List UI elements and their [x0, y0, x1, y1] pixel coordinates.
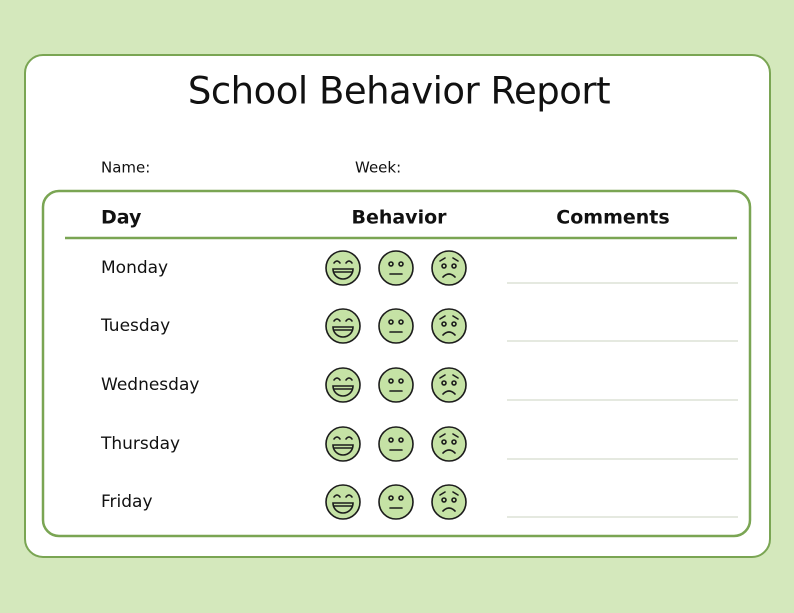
brow [439, 257, 459, 262]
face-sad [431, 250, 467, 286]
eye [451, 321, 457, 327]
rows: Monday Tuesday Wednesday Thursday Friday [100, 250, 738, 520]
mouth [442, 449, 456, 454]
mouth [442, 507, 456, 512]
face-neutral [378, 426, 414, 462]
header-cell: Behavior [351, 207, 447, 229]
eye [451, 380, 457, 386]
eye [441, 263, 447, 269]
eye [333, 436, 353, 440]
header-cell: Day [101, 207, 142, 229]
eye [451, 497, 457, 503]
eye [451, 263, 457, 269]
face-happy [325, 426, 361, 462]
eye [441, 497, 447, 503]
face-neutral [378, 308, 414, 344]
eye [388, 378, 394, 384]
brow [439, 491, 459, 496]
mouth [442, 390, 456, 395]
row: Friday [101, 484, 738, 520]
eye [333, 318, 353, 322]
eye [333, 260, 353, 264]
eye [388, 261, 394, 267]
face-neutral [378, 367, 414, 403]
mouth [332, 326, 354, 338]
name-field: Name: [101, 159, 150, 177]
eye [398, 378, 404, 384]
week-field: Week: [355, 159, 401, 177]
face-happy [325, 308, 361, 344]
day-cell: Monday [101, 258, 168, 278]
day-cell: Wednesday [101, 375, 199, 395]
eye [388, 319, 394, 325]
eye [441, 380, 447, 386]
row: Wednesday [101, 367, 738, 403]
day-cell: Tuesday [100, 316, 170, 336]
brow [439, 433, 459, 438]
card [24, 54, 771, 558]
mouth [332, 268, 354, 280]
eye [451, 439, 457, 445]
mouth [442, 331, 456, 336]
mouth [332, 444, 354, 456]
eye [441, 321, 447, 327]
row: Monday [101, 250, 738, 286]
row: Thursday [100, 426, 738, 462]
mouth [332, 385, 354, 397]
face-happy [325, 250, 361, 286]
eye [398, 437, 404, 443]
eye [398, 319, 404, 325]
brow [439, 374, 459, 379]
eye [388, 437, 394, 443]
day-cell: Thursday [100, 434, 180, 454]
face-sad [431, 367, 467, 403]
table-frame [41, 189, 752, 538]
eye [398, 261, 404, 267]
eye [441, 439, 447, 445]
face-sad [431, 308, 467, 344]
face-neutral [378, 484, 414, 520]
eye [398, 495, 404, 501]
mouth [442, 273, 456, 278]
row: Tuesday [100, 308, 738, 344]
face-happy [325, 367, 361, 403]
mouth [332, 502, 354, 514]
brow [439, 315, 459, 320]
eye [333, 494, 353, 498]
face-sad [431, 484, 467, 520]
face-sad [431, 426, 467, 462]
face-neutral [378, 250, 414, 286]
day-cell: Friday [101, 492, 153, 512]
face-happy [325, 484, 361, 520]
eye [388, 495, 394, 501]
header-cell: Comments [556, 207, 669, 229]
eye [333, 377, 353, 381]
title: School Behavior Report [188, 70, 610, 113]
